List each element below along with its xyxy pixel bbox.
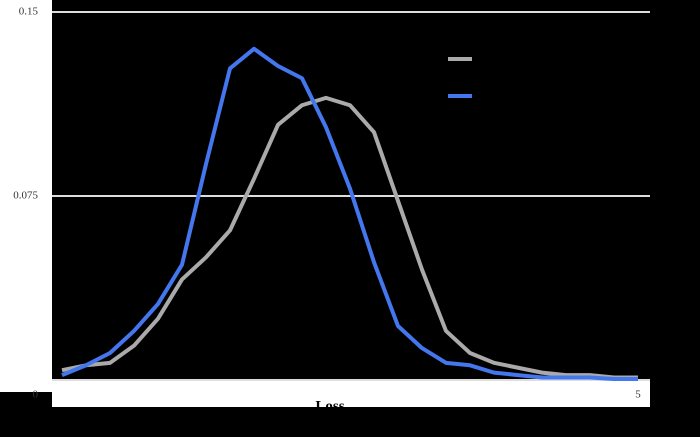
- left-margin: [0, 0, 52, 392]
- series-line: [61, 46, 638, 382]
- y-tick-label: 0.15: [19, 6, 39, 18]
- x-axis-title: Loss: [315, 398, 344, 414]
- bottom-margin: [52, 380, 650, 407]
- series-line: [61, 95, 638, 380]
- y-tick-label: 0.075: [13, 190, 38, 202]
- y-tick-label: 0: [33, 389, 39, 401]
- x-tick-label: 5: [635, 389, 641, 401]
